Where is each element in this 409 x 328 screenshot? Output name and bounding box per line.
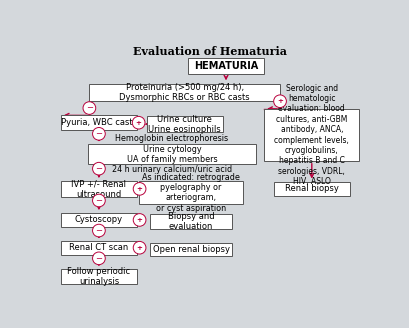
Text: As indicated: retrograde
pyelography or
arteriogram,
or cyst aspiration: As indicated: retrograde pyelography or …	[142, 173, 239, 213]
Text: −: −	[95, 254, 102, 263]
Ellipse shape	[133, 183, 146, 195]
Text: +: +	[135, 120, 141, 126]
Text: +: +	[276, 98, 282, 104]
FancyBboxPatch shape	[273, 182, 349, 196]
FancyBboxPatch shape	[263, 109, 359, 161]
Text: HEMATURIA: HEMATURIA	[193, 61, 258, 71]
Text: Cystoscopy: Cystoscopy	[75, 215, 123, 224]
Ellipse shape	[133, 214, 146, 226]
Ellipse shape	[92, 128, 105, 140]
Text: Biopsy and
evaluation: Biopsy and evaluation	[167, 212, 214, 232]
Ellipse shape	[132, 116, 145, 129]
FancyBboxPatch shape	[149, 214, 232, 229]
Ellipse shape	[92, 252, 105, 265]
Ellipse shape	[133, 241, 146, 254]
FancyBboxPatch shape	[61, 213, 137, 227]
Ellipse shape	[92, 162, 105, 175]
Text: Renal biopsy: Renal biopsy	[284, 184, 338, 194]
Ellipse shape	[92, 194, 105, 207]
Text: Open renal biopsy: Open renal biopsy	[152, 245, 229, 254]
Text: −: −	[95, 164, 102, 173]
FancyBboxPatch shape	[61, 115, 137, 130]
Ellipse shape	[273, 95, 286, 108]
Text: IVP +/- Renal
ultrasound: IVP +/- Renal ultrasound	[71, 179, 126, 198]
Text: +: +	[136, 245, 142, 251]
Text: Renal CT scan: Renal CT scan	[69, 243, 128, 252]
Ellipse shape	[92, 224, 105, 237]
Text: Serologic and
hematologic
evaluation: blood
cultures, anti-GBM
antibody, ANCA,
c: Serologic and hematologic evaluation: bl…	[274, 84, 348, 186]
Text: +: +	[136, 186, 142, 192]
Text: Evaluation of Hematuria: Evaluation of Hematuria	[133, 47, 286, 57]
Text: Urine culture
Urine eosinophils: Urine culture Urine eosinophils	[148, 114, 220, 134]
FancyBboxPatch shape	[149, 242, 232, 256]
FancyBboxPatch shape	[61, 181, 137, 197]
Text: Pyuria, WBC casts: Pyuria, WBC casts	[61, 118, 137, 127]
Text: −: −	[85, 104, 93, 113]
FancyBboxPatch shape	[146, 116, 222, 132]
Text: −: −	[95, 196, 102, 205]
FancyBboxPatch shape	[89, 84, 279, 101]
Text: +: +	[136, 217, 142, 223]
Text: −: −	[95, 226, 102, 235]
Text: −: −	[95, 129, 102, 138]
Text: Proteinuria (>500 mg/24 h),
Dysmorphic RBCs or RBC casts: Proteinuria (>500 mg/24 h), Dysmorphic R…	[119, 83, 249, 102]
FancyBboxPatch shape	[61, 241, 137, 255]
FancyBboxPatch shape	[187, 58, 263, 74]
FancyBboxPatch shape	[61, 269, 137, 284]
FancyBboxPatch shape	[138, 181, 243, 204]
FancyBboxPatch shape	[88, 144, 256, 164]
Ellipse shape	[83, 102, 96, 114]
Text: Hemoglobin electrophoresis
Urine cytology
UA of family members
24 h urinary calc: Hemoglobin electrophoresis Urine cytolog…	[112, 134, 231, 174]
Text: Follow periodic
urinalysis: Follow periodic urinalysis	[67, 267, 130, 286]
